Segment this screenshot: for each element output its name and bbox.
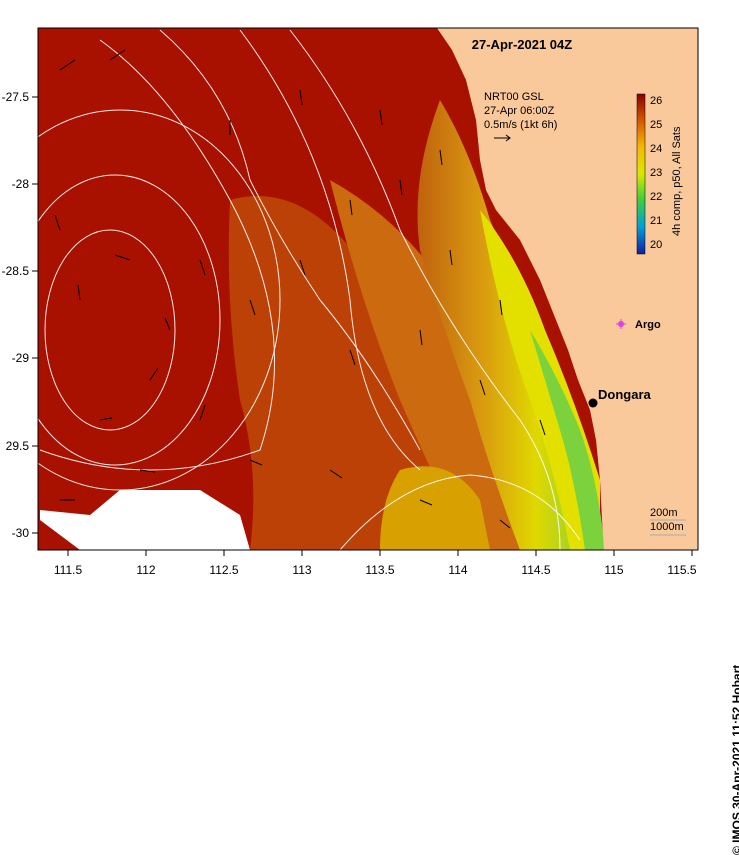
colorbar-tick: 20 — [650, 239, 662, 251]
x-tick-label: 114.5 — [521, 563, 550, 577]
contours — [38, 29, 581, 550]
y-tick-label: -30 — [12, 526, 30, 540]
y-tick-label: 29.5 — [6, 439, 30, 453]
dongara-label: Dongara — [598, 387, 652, 402]
y-tick-label: -28.5 — [2, 264, 30, 278]
colorbar-tick: 23 — [650, 167, 662, 179]
sst-map: -27.5 -28 -28.5 -29 29.5 -30 111.5 112 1… — [2, 27, 699, 577]
colorbar-label: 4h comp, p50, All Sats — [671, 126, 683, 236]
y-tick-label: -27.5 — [2, 90, 30, 104]
plot-frame — [37, 27, 699, 551]
x-tick-label: 115 — [604, 563, 623, 577]
x-tick-label: 111.5 — [54, 563, 83, 577]
colorbar-tick: 25 — [650, 119, 662, 131]
colorbar-tick: 26 — [650, 95, 662, 107]
x-tick-label: 115.5 — [667, 563, 696, 577]
land-mass — [437, 28, 698, 550]
sst-field — [38, 28, 698, 550]
argo-marker-icon — [616, 319, 626, 329]
current-legend-line2: 27-Apr 06:00Z — [484, 105, 555, 117]
x-tick-label: 114 — [448, 563, 467, 577]
current-legend-line3: 0.5m/s (1kt 6h) — [484, 119, 557, 131]
x-tick-label: 113.5 — [365, 563, 394, 577]
y-tick-label: -29 — [12, 351, 30, 365]
argo-label: Argo — [635, 319, 661, 331]
x-tick-label: 112 — [136, 563, 155, 577]
x-tick-label: 112.5 — [209, 563, 238, 577]
x-tick-label: 113 — [292, 563, 311, 577]
dongara-marker-icon — [588, 398, 598, 408]
map-title: 27-Apr-2021 04Z — [472, 37, 572, 52]
colorbar-tick: 22 — [650, 191, 662, 203]
current-legend-line1: NRT00 GSL — [484, 91, 544, 103]
bathymetry-200m: 200m — [650, 507, 678, 519]
colorbar-tick: 24 — [650, 143, 662, 155]
credit-text: © IMOS 30-Apr-2021 11:52 Hobart — [730, 664, 739, 855]
current-vectors — [54, 49, 546, 529]
colorbar-tick: 21 — [650, 215, 662, 227]
y-tick-label: -28 — [12, 177, 30, 191]
bathymetry-1000m: 1000m — [650, 521, 684, 533]
colorbar — [636, 93, 646, 255]
